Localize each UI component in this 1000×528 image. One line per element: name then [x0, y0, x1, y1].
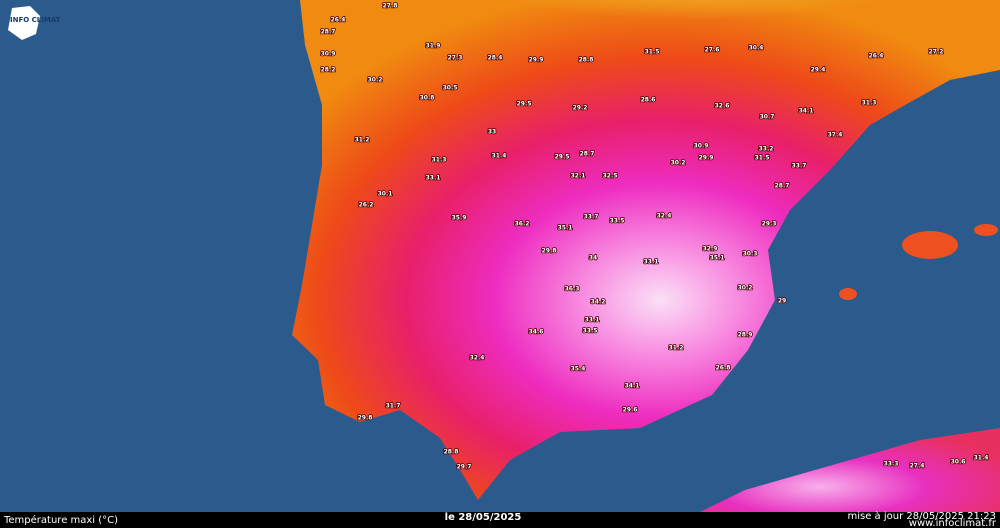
station-temp: 28.7	[321, 29, 336, 36]
footer-update: mise à jour 28/05/2025 21:23	[847, 510, 996, 522]
station-temp: 33	[488, 129, 496, 136]
island	[839, 288, 857, 300]
station-temp: 27.4	[910, 463, 925, 470]
station-temp: 30.9	[321, 51, 336, 58]
station-temp: 26.4	[869, 53, 884, 60]
station-temp: 33.1	[585, 317, 600, 324]
station-temp: 34.2	[591, 299, 606, 306]
station-temp: 30.4	[749, 45, 764, 52]
station-temp: 30.7	[760, 114, 775, 121]
station-temp: 30.6	[951, 459, 966, 466]
station-temp: 29.2	[573, 105, 588, 112]
station-temp: 26.2	[359, 202, 374, 209]
station-temp: 33.5	[610, 218, 625, 225]
station-temp: 34	[589, 255, 597, 262]
station-temp: 30.2	[738, 285, 753, 292]
station-temp: 29.6	[623, 407, 638, 414]
station-temp: 27.2	[929, 49, 944, 56]
station-temp: 31.3	[862, 100, 877, 107]
station-temp: 32.1	[571, 173, 586, 180]
station-temp: 35.4	[571, 366, 586, 373]
station-temp: 31.5	[645, 49, 660, 56]
station-temp: 32.4	[657, 213, 672, 220]
station-temp: 33.7	[584, 214, 599, 221]
logo-icon	[8, 6, 40, 40]
station-temp: 28.8	[444, 449, 459, 456]
station-temp: 31.2	[669, 345, 684, 352]
station-temp: 28.4	[488, 55, 503, 62]
station-temp: 33.1	[426, 175, 441, 182]
station-temp: 29.4	[811, 67, 826, 74]
station-temp: 31.3	[432, 157, 447, 164]
footer-bar	[0, 512, 1000, 528]
station-temp: 28.8	[579, 57, 594, 64]
station-temp: 34.1	[625, 383, 640, 390]
station-temp: 28.7	[775, 183, 790, 190]
station-temp: 33.7	[792, 163, 807, 170]
station-temp: 30.3	[743, 251, 758, 258]
station-temp: 26.4	[331, 17, 346, 24]
station-temp: 28.2	[321, 67, 336, 74]
station-temp: 26.8	[716, 365, 731, 372]
station-temp: 30.2	[368, 77, 383, 84]
island	[902, 231, 958, 259]
station-temp: 29.5	[555, 154, 570, 161]
station-temp: 34.6	[529, 329, 544, 336]
island	[974, 224, 998, 236]
station-temp: 29.3	[762, 221, 777, 228]
station-temp: 30.8	[420, 95, 435, 102]
iberia-land	[292, 0, 1000, 500]
station-temp: 27.8	[383, 3, 398, 10]
station-temp: 31.2	[355, 137, 370, 144]
station-temp: 33.3	[884, 461, 899, 468]
station-temp: 29.5	[517, 101, 532, 108]
logo: INFO CLIMAT	[8, 6, 61, 40]
station-temp: 28.7	[580, 151, 595, 158]
station-temp: 35.9	[452, 215, 467, 222]
station-temp: 29.9	[529, 57, 544, 64]
footer-date: le 28/05/2025	[445, 512, 522, 523]
station-temp: 28.6	[641, 97, 656, 104]
station-temp: 31.4	[974, 455, 989, 462]
station-temp: 33.5	[583, 328, 598, 335]
station-temp: 37.4	[828, 132, 843, 139]
station-temp: 29.7	[457, 464, 472, 471]
station-temp: 36.3	[565, 286, 580, 293]
stations: 27.8 26.4 28.7 30.9 28.2 31.9 27.3 28.4 29.9 28.8…	[320, 2, 989, 472]
station-temp: 27.6	[705, 47, 720, 54]
station-temp: 34.1	[799, 108, 814, 115]
station-temp: 28.9	[738, 332, 753, 339]
station-temp: 32.5	[603, 173, 618, 180]
station-temp: 33.1	[644, 259, 659, 266]
station-temp: 36.2	[515, 221, 530, 228]
station-temp: 31.4	[492, 153, 507, 160]
station-temp: 29.8	[542, 248, 557, 255]
station-temp: 29	[778, 298, 786, 305]
station-temp: 27.3	[448, 55, 463, 62]
footer-title: Température maxi (°C)	[3, 514, 118, 526]
station-temp: 35.1	[558, 225, 573, 232]
station-temp: 31.5	[755, 155, 770, 162]
africa-land	[700, 428, 1000, 512]
station-temp: 29.9	[699, 155, 714, 162]
station-temp: 33.2	[759, 146, 774, 153]
station-temp: 35.1	[710, 255, 725, 262]
station-temp: 32.6	[715, 103, 730, 110]
station-temp: 30.2	[671, 160, 686, 167]
station-temp: 30.5	[443, 85, 458, 92]
station-temp: 32.4	[470, 355, 485, 362]
station-temp: 32.9	[703, 246, 718, 253]
france-land	[440, 0, 960, 80]
logo-text: INFO CLIMAT	[10, 16, 61, 24]
station-temp: 29.8	[358, 415, 373, 422]
station-temp: 30.9	[694, 143, 709, 150]
station-temp: 31.9	[426, 43, 441, 50]
station-temp: 30.1	[378, 191, 393, 198]
footer-site: www.infoclimat.fr	[909, 518, 997, 528]
station-temp: 31.7	[386, 403, 401, 410]
